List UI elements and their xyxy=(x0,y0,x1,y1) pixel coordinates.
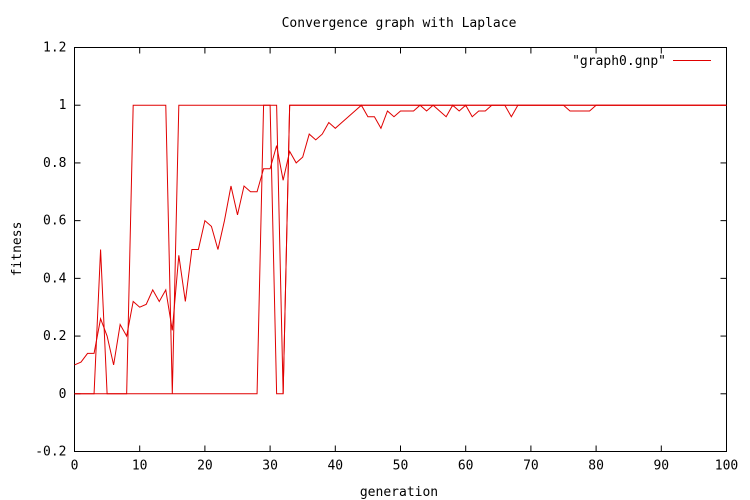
y-tick-label: 0.2 xyxy=(43,329,66,344)
y-tick-label: 1.2 xyxy=(43,41,66,56)
y-tick-label: 0.6 xyxy=(43,214,66,229)
x-tick-label: 40 xyxy=(327,459,343,474)
chart-title: Convergence graph with Laplace xyxy=(282,16,517,31)
y-tick-label: 0 xyxy=(59,387,67,402)
y-tick-label: 0.8 xyxy=(43,156,66,171)
series-line-1 xyxy=(74,104,727,395)
x-tick-label: 0 xyxy=(71,459,79,474)
y-axis-label: fitness xyxy=(10,222,25,277)
x-axis-label: generation xyxy=(360,485,438,500)
y-tick-label: 0.4 xyxy=(43,271,67,286)
series-line-2 xyxy=(74,104,727,395)
x-tick-label: 100 xyxy=(715,459,738,474)
x-tick-label: 20 xyxy=(197,459,213,474)
x-tick-label: 60 xyxy=(458,459,474,474)
legend: "graph0.gnp" xyxy=(572,54,711,69)
y-tick-label: -0.2 xyxy=(35,445,66,460)
y-axis: -0.2 0 0.2 0.4 0.6 0.8 1 1.2 xyxy=(35,41,727,460)
x-tick-label: 90 xyxy=(653,459,669,474)
x-tick-label: 30 xyxy=(262,459,278,474)
x-tick-label: 50 xyxy=(393,459,409,474)
y-tick-label: 1 xyxy=(59,98,67,113)
x-tick-label: 70 xyxy=(523,459,539,474)
legend-label: "graph0.gnp" xyxy=(572,54,666,69)
series-layer xyxy=(74,104,727,395)
series-line-0 xyxy=(74,104,727,366)
x-tick-label: 80 xyxy=(588,459,604,474)
x-axis: 0 10 20 30 40 50 60 70 80 90 100 xyxy=(71,47,738,474)
x-tick-label: 10 xyxy=(132,459,148,474)
